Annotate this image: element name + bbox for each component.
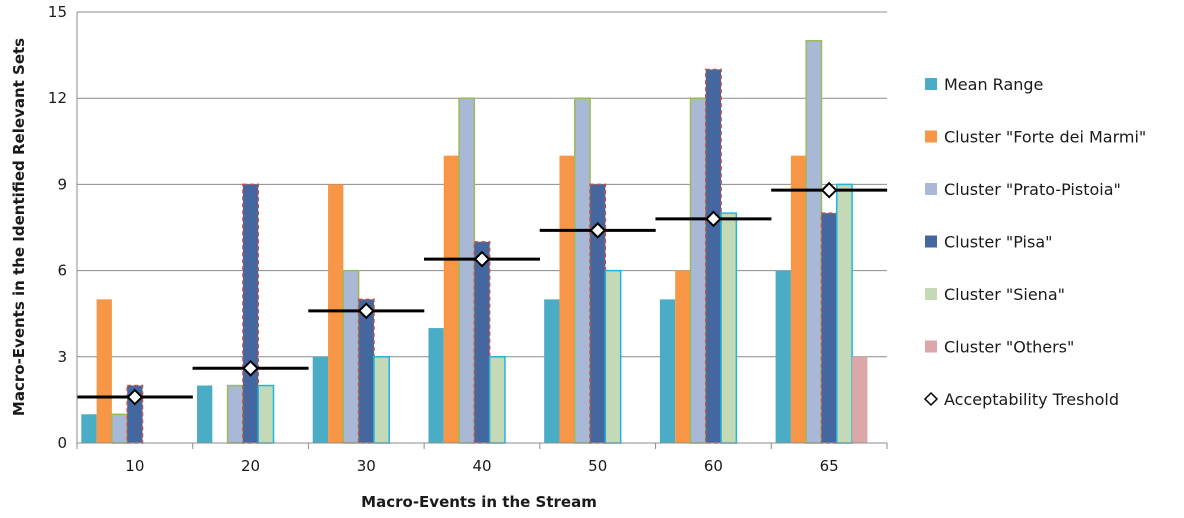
legend-swatch bbox=[925, 183, 937, 195]
legend-swatch bbox=[923, 391, 939, 407]
x-tick-label: 10 bbox=[125, 457, 144, 475]
bar bbox=[675, 270, 691, 443]
threshold-marker bbox=[357, 302, 375, 320]
bar bbox=[720, 212, 738, 444]
y-axis-title: Macro-Events in the Identified Relevant … bbox=[10, 38, 28, 416]
bar bbox=[473, 241, 491, 444]
bar bbox=[544, 299, 560, 443]
bar bbox=[790, 155, 807, 443]
bar bbox=[805, 39, 823, 444]
bar bbox=[852, 356, 868, 443]
bar bbox=[111, 413, 128, 444]
y-tick-label: 9 bbox=[57, 175, 67, 193]
legend-swatch bbox=[925, 78, 937, 90]
bar bbox=[328, 184, 344, 443]
gridlines bbox=[77, 11, 887, 358]
bar bbox=[659, 299, 676, 443]
bar bbox=[820, 212, 838, 444]
x-tick-label: 50 bbox=[588, 457, 607, 475]
x-tick-label: 40 bbox=[472, 457, 491, 475]
bar bbox=[689, 97, 707, 444]
x-tick-label: 30 bbox=[357, 457, 376, 475]
x-tick-label: 60 bbox=[704, 457, 723, 475]
bar bbox=[559, 155, 575, 443]
x-axis-title: Macro-Events in the Stream bbox=[361, 493, 597, 511]
legend-label: Mean Range bbox=[944, 75, 1043, 94]
bar bbox=[242, 183, 259, 444]
legend-label: Cluster "Others" bbox=[944, 338, 1074, 357]
y-tick-label: 3 bbox=[57, 348, 67, 366]
bar bbox=[488, 356, 506, 444]
bar bbox=[257, 384, 275, 444]
bars bbox=[81, 39, 868, 444]
bar bbox=[373, 356, 390, 444]
bar bbox=[357, 298, 375, 444]
threshold-marker bbox=[820, 181, 838, 199]
y-tick-labels: 0 3 6 9 12 15 bbox=[48, 3, 67, 452]
threshold-markers bbox=[76, 181, 888, 406]
bar bbox=[443, 155, 460, 443]
threshold-marker bbox=[589, 221, 607, 239]
threshold-marker bbox=[473, 250, 491, 268]
legend-label: Cluster "Prato-Pistoia" bbox=[944, 180, 1121, 199]
legend-swatch bbox=[925, 130, 937, 143]
threshold-marker bbox=[705, 210, 722, 228]
bar bbox=[705, 68, 722, 444]
threshold-marker bbox=[242, 359, 259, 377]
legend-label: Cluster "Pisa" bbox=[944, 233, 1052, 252]
legend-label: Acceptability Treshold bbox=[944, 390, 1119, 409]
y-tick-label: 15 bbox=[48, 3, 67, 21]
bar bbox=[604, 269, 622, 444]
legend-label: Cluster "Forte dei Marmi" bbox=[944, 128, 1146, 147]
legend-swatch bbox=[925, 340, 937, 353]
y-tick-label: 6 bbox=[57, 262, 67, 280]
y-tick-label: 0 bbox=[57, 434, 67, 452]
axes bbox=[76, 12, 888, 449]
y-tick-label: 12 bbox=[48, 89, 67, 107]
bar bbox=[342, 269, 360, 444]
bar bbox=[96, 299, 112, 443]
bar bbox=[312, 356, 329, 443]
threshold-marker bbox=[126, 388, 144, 406]
x-tick-labels: 10 20 30 40 50 60 65 bbox=[125, 457, 838, 475]
bar bbox=[226, 384, 244, 444]
legend-label: Cluster "Siena" bbox=[944, 285, 1065, 304]
bar bbox=[574, 97, 591, 444]
legend-swatch bbox=[925, 288, 937, 300]
x-tick-label: 65 bbox=[820, 457, 839, 475]
bar bbox=[458, 97, 476, 444]
legend: Mean Range Cluster "Forte dei Marmi" Clust… bbox=[923, 75, 1146, 409]
legend-swatch bbox=[925, 235, 937, 248]
bar bbox=[836, 183, 853, 444]
x-tick-label: 20 bbox=[241, 457, 260, 475]
bar bbox=[775, 270, 791, 443]
bar bbox=[81, 414, 97, 443]
bar bbox=[428, 328, 444, 443]
bar bbox=[197, 385, 213, 443]
